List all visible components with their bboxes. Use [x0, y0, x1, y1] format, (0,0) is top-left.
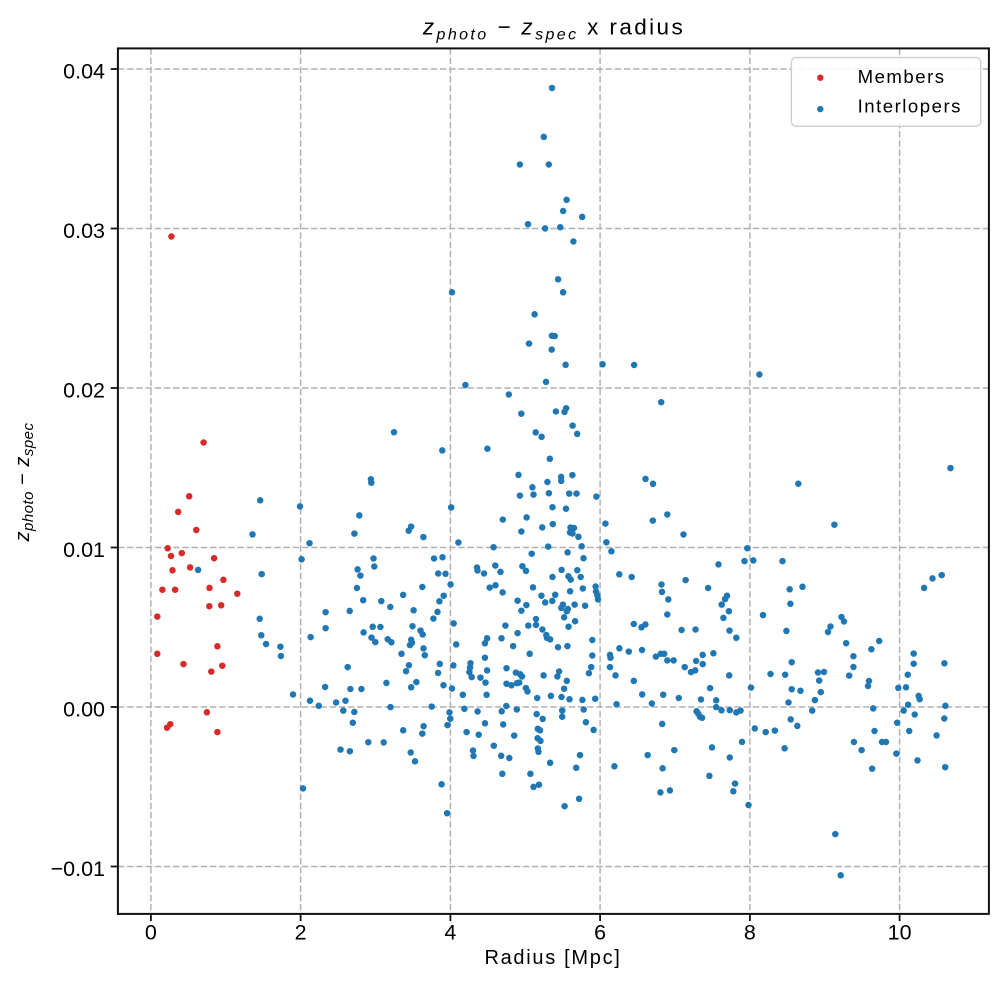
svg-text:Interlopers: Interlopers: [858, 96, 962, 117]
svg-text:0.00: 0.00: [63, 698, 105, 722]
svg-text:8: 8: [744, 921, 756, 945]
svg-text:6: 6: [594, 921, 606, 945]
svg-text:0: 0: [145, 921, 157, 945]
svg-text:−0.01: −0.01: [51, 857, 105, 881]
svg-text:0.04: 0.04: [63, 60, 105, 84]
svg-text:4: 4: [444, 921, 456, 945]
svg-text:0.03: 0.03: [63, 219, 105, 243]
svg-text:Members: Members: [858, 66, 946, 87]
svg-text:0.01: 0.01: [63, 538, 105, 562]
svg-text:2: 2: [295, 921, 307, 945]
svg-text:Radius [Mpc]: Radius [Mpc]: [484, 947, 621, 969]
svg-text:zphoto − zspec x radius: zphoto − zspec x radius: [422, 15, 685, 44]
svg-text:10: 10: [888, 921, 912, 945]
svg-text:0.02: 0.02: [63, 379, 105, 403]
